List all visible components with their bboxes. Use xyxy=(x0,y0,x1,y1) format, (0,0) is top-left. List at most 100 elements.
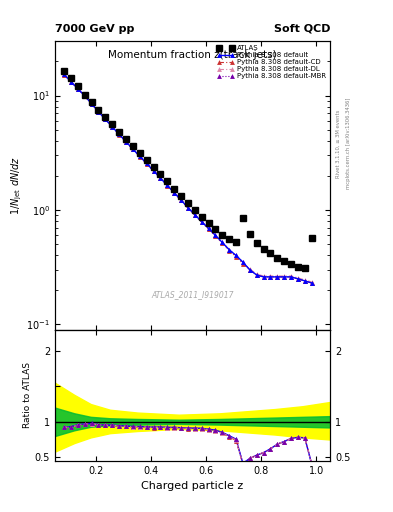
Pythia 8.308 default xyxy=(165,182,170,188)
Pythia 8.308 default-DL xyxy=(248,266,252,272)
Pythia 8.308 default-MBR xyxy=(103,116,108,122)
Pythia 8.308 default-DL xyxy=(124,139,129,145)
ATLAS xyxy=(185,200,190,206)
Pythia 8.308 default-MBR xyxy=(261,274,266,280)
ATLAS xyxy=(172,185,176,191)
Pythia 8.308 default xyxy=(172,189,176,196)
Pythia 8.308 default xyxy=(275,274,280,280)
Line: Pythia 8.308 default-DL: Pythia 8.308 default-DL xyxy=(62,72,314,284)
Pythia 8.308 default-MBR xyxy=(130,146,135,152)
ATLAS xyxy=(75,83,80,90)
Pythia 8.308 default-CD xyxy=(296,276,300,282)
Pythia 8.308 default xyxy=(96,109,101,115)
Pythia 8.308 default-CD xyxy=(151,168,156,174)
ATLAS xyxy=(220,231,225,238)
ATLAS xyxy=(261,245,266,251)
ATLAS xyxy=(248,230,252,237)
Pythia 8.308 default-MBR xyxy=(172,189,176,196)
Pythia 8.308 default-MBR xyxy=(303,278,307,284)
Pythia 8.308 default-CD xyxy=(193,212,197,218)
Text: 7000 GeV pp: 7000 GeV pp xyxy=(55,24,134,34)
Pythia 8.308 default-DL xyxy=(227,247,231,253)
Pythia 8.308 default-CD xyxy=(213,233,218,239)
Pythia 8.308 default-MBR xyxy=(69,79,73,85)
Pythia 8.308 default-CD xyxy=(62,72,66,78)
ATLAS xyxy=(62,68,66,74)
Pythia 8.308 default-MBR xyxy=(289,274,294,280)
Pythia 8.308 default-DL xyxy=(303,277,307,283)
Text: Rivet 3.1.10, ≥ 3M events: Rivet 3.1.10, ≥ 3M events xyxy=(336,109,341,178)
ATLAS xyxy=(289,261,294,267)
ATLAS xyxy=(69,75,73,81)
Pythia 8.308 default xyxy=(110,124,115,130)
Pythia 8.308 default-DL xyxy=(220,240,225,246)
Pythia 8.308 default-DL xyxy=(158,175,163,181)
Pythia 8.308 default xyxy=(179,197,184,203)
Pythia 8.308 default xyxy=(213,232,218,239)
Pythia 8.308 default-MBR xyxy=(75,86,80,92)
Pythia 8.308 default-CD xyxy=(144,161,149,167)
ATLAS xyxy=(124,136,129,142)
ATLAS xyxy=(151,164,156,170)
Pythia 8.308 default xyxy=(268,274,273,280)
ATLAS xyxy=(117,129,121,135)
Pythia 8.308 default xyxy=(151,168,156,174)
ATLAS xyxy=(83,92,87,98)
Pythia 8.308 default-CD xyxy=(83,93,87,99)
Pythia 8.308 default-CD xyxy=(69,79,73,85)
Pythia 8.308 default xyxy=(206,225,211,231)
Line: Pythia 8.308 default-MBR: Pythia 8.308 default-MBR xyxy=(62,72,314,285)
Pythia 8.308 default-DL xyxy=(75,86,80,92)
Pythia 8.308 default-CD xyxy=(275,274,280,280)
ATLAS xyxy=(275,255,280,261)
Pythia 8.308 default-MBR xyxy=(165,182,170,188)
Pythia 8.308 default-DL xyxy=(234,253,239,259)
Pythia 8.308 default xyxy=(220,240,225,246)
Y-axis label: Ratio to ATLAS: Ratio to ATLAS xyxy=(23,362,32,428)
ATLAS xyxy=(158,171,163,177)
Pythia 8.308 default-DL xyxy=(206,226,211,232)
Pythia 8.308 default-CD xyxy=(185,205,190,211)
Pythia 8.308 default-CD xyxy=(124,139,129,145)
Pythia 8.308 default-MBR xyxy=(206,225,211,231)
Pythia 8.308 default-DL xyxy=(69,79,73,85)
Text: ATLAS_2011_I919017: ATLAS_2011_I919017 xyxy=(151,290,234,300)
Pythia 8.308 default xyxy=(254,272,259,278)
Pythia 8.308 default xyxy=(289,274,294,280)
Pythia 8.308 default xyxy=(158,175,163,181)
Pythia 8.308 default-CD xyxy=(309,280,314,286)
Pythia 8.308 default-DL xyxy=(144,161,149,167)
Pythia 8.308 default-DL xyxy=(151,168,156,174)
Pythia 8.308 default-MBR xyxy=(185,204,190,210)
Pythia 8.308 default-MBR xyxy=(282,274,286,280)
Pythia 8.308 default-MBR xyxy=(296,276,300,282)
ATLAS xyxy=(241,215,245,221)
Pythia 8.308 default xyxy=(83,93,87,99)
Pythia 8.308 default-CD xyxy=(158,175,163,181)
Pythia 8.308 default-DL xyxy=(117,132,121,138)
Pythia 8.308 default-MBR xyxy=(96,109,101,115)
Pythia 8.308 default-MBR xyxy=(89,101,94,107)
Text: mcplots.cern.ch [arXiv:1306.3436]: mcplots.cern.ch [arXiv:1306.3436] xyxy=(346,98,351,189)
Pythia 8.308 default-MBR xyxy=(151,167,156,174)
ATLAS xyxy=(206,220,211,226)
Pythia 8.308 default-DL xyxy=(282,273,286,279)
Pythia 8.308 default-CD xyxy=(254,272,259,278)
ATLAS xyxy=(234,239,239,245)
Pythia 8.308 default xyxy=(227,247,231,253)
ATLAS xyxy=(144,157,149,163)
Pythia 8.308 default-DL xyxy=(62,72,66,78)
ATLAS xyxy=(213,226,218,232)
Pythia 8.308 default xyxy=(241,259,245,265)
ATLAS xyxy=(296,264,300,270)
Pythia 8.308 default-MBR xyxy=(275,274,280,280)
ATLAS xyxy=(303,265,307,271)
Pythia 8.308 default xyxy=(282,274,286,280)
Pythia 8.308 default-CD xyxy=(130,146,135,153)
Pythia 8.308 default-DL xyxy=(309,279,314,285)
Pythia 8.308 default-CD xyxy=(248,267,252,273)
Pythia 8.308 default-MBR xyxy=(248,267,252,273)
Pythia 8.308 default xyxy=(124,139,129,145)
X-axis label: Charged particle z: Charged particle z xyxy=(141,481,244,491)
Pythia 8.308 default-MBR xyxy=(138,153,142,159)
